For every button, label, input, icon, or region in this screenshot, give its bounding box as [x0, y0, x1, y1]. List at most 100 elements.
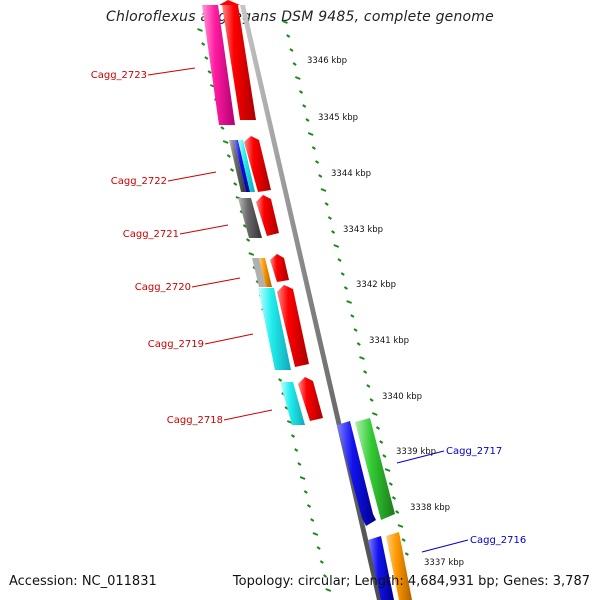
tick-mark — [306, 504, 312, 508]
map-title: Chloroflexus aggregans DSM 9485, complet… — [106, 9, 494, 25]
tick-mark — [350, 314, 355, 318]
tick-mark — [307, 132, 314, 136]
gene-block-magenta — [202, 5, 235, 125]
scale-label-3344: 3344 kbp — [331, 169, 371, 179]
tick-mark — [388, 482, 393, 486]
gene-label-cagg-2722[interactable]: Cagg_2722 — [111, 176, 167, 187]
tick-mark — [324, 202, 329, 206]
tick-mark — [395, 510, 400, 514]
tick-mark — [346, 300, 352, 304]
tick-mark — [289, 48, 294, 52]
gene-block-orange-2716 — [386, 532, 412, 600]
tick-mark — [331, 230, 336, 234]
tick-mark — [337, 258, 342, 262]
tick-mark — [302, 104, 307, 108]
tick-mark — [298, 90, 304, 94]
tick-mark — [248, 252, 255, 256]
scale-label-3338: 3338 kbp — [410, 503, 450, 513]
label-leaders — [147, 67, 469, 553]
tick-mark — [322, 574, 328, 578]
gene-arrow-red-2719 — [277, 285, 309, 367]
tick-mark — [340, 272, 345, 276]
tick-mark — [286, 34, 291, 38]
tick-mark — [343, 286, 348, 290]
gene-label-cagg-2720[interactable]: Cagg_2720 — [135, 282, 191, 293]
tick-mark — [359, 356, 365, 360]
tick-mark — [397, 524, 404, 528]
gene-block-grey-2720 — [252, 258, 266, 287]
gene-arrow-red-2722 — [244, 136, 271, 192]
tick-mark — [282, 20, 288, 24]
tick-mark — [315, 160, 320, 164]
gene-block-grey-2721 — [238, 198, 262, 238]
tick-mark — [290, 434, 296, 438]
tick-mark — [201, 42, 206, 46]
tick-mark — [294, 448, 299, 452]
tick-mark — [294, 76, 301, 80]
scale-label-3340: 3340 kbp — [382, 392, 422, 402]
gene-arrow-red-2723 — [222, 5, 256, 120]
gene-block-blue-2716 — [368, 536, 394, 600]
gene-arrow-red-2718 — [298, 377, 323, 421]
gene-block-grey-2722 — [229, 140, 246, 192]
tick-mark — [303, 490, 308, 494]
tick-mark — [297, 462, 302, 466]
tick-mark — [325, 588, 332, 592]
gene-block-cyan-2718 — [280, 382, 305, 425]
tick-mark — [316, 546, 321, 550]
tick-mark — [382, 454, 387, 458]
gene-label-cagg-2716[interactable]: Cagg_2716 — [470, 535, 526, 546]
gene-blocks — [202, 0, 412, 600]
tick-mark — [318, 174, 323, 178]
tick-mark — [404, 552, 409, 556]
gene-labels-right: Cagg_2717 Cagg_2716 — [446, 446, 526, 546]
tick-mark — [312, 532, 319, 536]
tick-mark — [379, 440, 384, 444]
gene-block-blue-2722 — [234, 140, 250, 192]
tick-mark — [371, 412, 378, 416]
gene-block-orange-2720 — [259, 258, 272, 287]
gene-arrow-blue-2717 — [337, 421, 376, 526]
tick-mark — [204, 56, 209, 60]
tick-mark — [292, 62, 297, 66]
tick-mark — [384, 468, 391, 472]
tick-mark — [233, 182, 238, 186]
gene-arrow-red-2723-head — [219, 0, 240, 5]
tick-mark — [391, 496, 397, 500]
tick-mark — [305, 118, 310, 122]
tick-mark — [299, 476, 306, 480]
tick-mark — [197, 28, 203, 32]
tick-mark — [320, 188, 327, 192]
tick-mark — [220, 126, 225, 130]
gene-label-cagg-2719[interactable]: Cagg_2719 — [148, 339, 204, 350]
gene-label-cagg-2718[interactable]: Cagg_2718 — [167, 415, 223, 426]
tick-mark — [356, 342, 361, 346]
tick-mark — [353, 328, 358, 332]
tick-mark — [310, 518, 315, 522]
gene-label-cagg-2723[interactable]: Cagg_2723 — [91, 70, 147, 81]
scale-label-3337: 3337 kbp — [424, 558, 464, 568]
scale-labels: 3346 kbp 3345 kbp 3344 kbp 3343 kbp 3342… — [307, 56, 464, 568]
scale-label-3343: 3343 kbp — [343, 225, 383, 235]
gene-label-cagg-2721[interactable]: Cagg_2721 — [123, 229, 179, 240]
genome-summary-text: Topology: circular; Length: 4,684,931 bp… — [232, 574, 590, 589]
gene-labels-left: Cagg_2723 Cagg_2722 Cagg_2721 Cagg_2720 … — [91, 70, 223, 426]
scale-label-3341: 3341 kbp — [369, 336, 409, 346]
tick-mark — [401, 538, 406, 542]
tick-mark — [366, 384, 371, 388]
tick-mark — [369, 398, 374, 402]
scale-label-3339: 3339 kbp — [396, 447, 436, 457]
gene-arrow-red-2720 — [270, 254, 289, 282]
tick-mark — [222, 140, 229, 144]
tick-mark — [226, 154, 231, 158]
accession-text: Accession: NC_011831 — [9, 574, 157, 589]
gene-arrow-green-2717 — [355, 418, 395, 520]
scale-label-3342: 3342 kbp — [356, 280, 396, 290]
tick-mark — [207, 70, 212, 74]
tick-mark — [311, 146, 316, 150]
tick-mark — [375, 426, 381, 430]
gene-label-cagg-2717[interactable]: Cagg_2717 — [446, 446, 502, 457]
tick-mark — [319, 560, 324, 564]
tick-mark — [278, 378, 283, 382]
